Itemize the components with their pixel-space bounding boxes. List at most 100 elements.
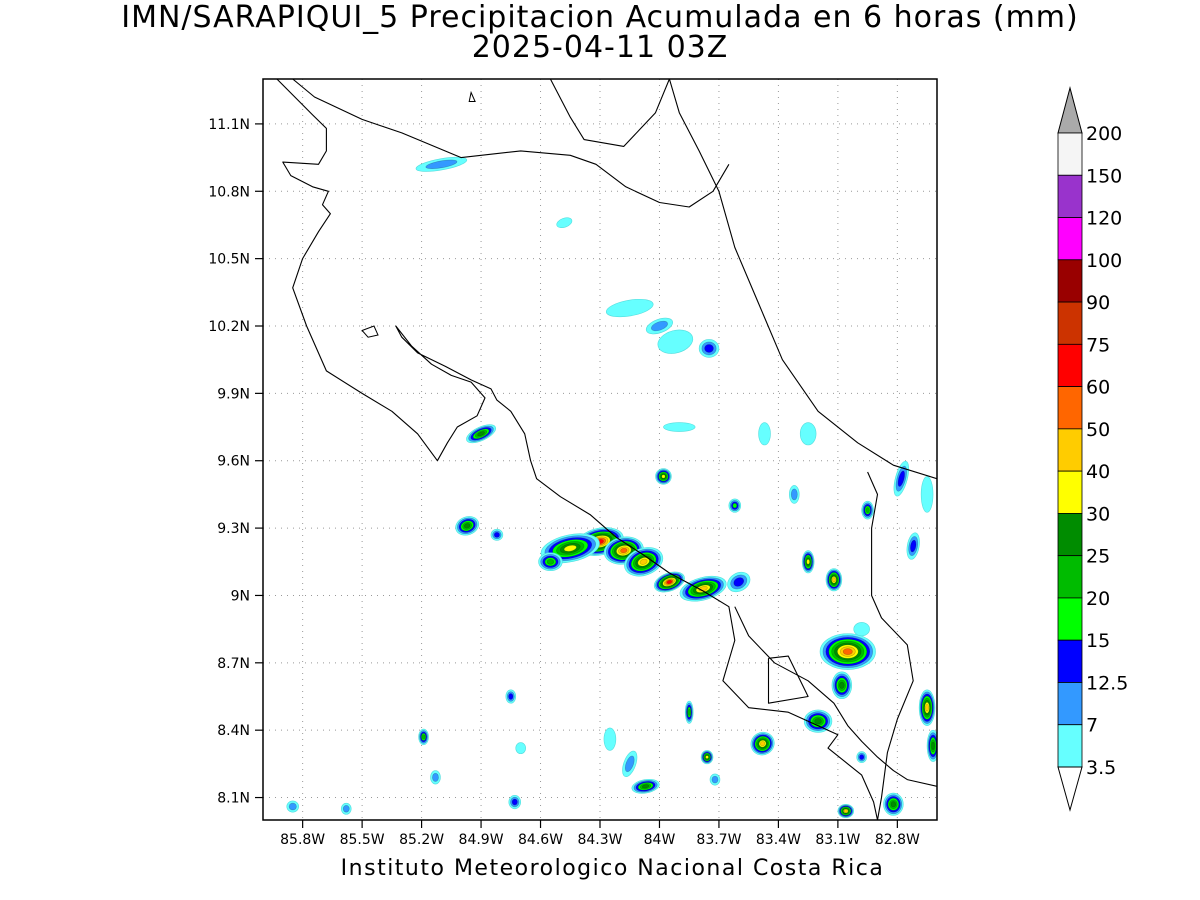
legend-swatch [1057,470,1083,514]
contour-band [556,217,573,229]
contour-band [687,708,692,716]
precipitation-cell [856,751,867,764]
contour-band [760,741,766,747]
legend-label: 12.5 [1086,672,1128,694]
precipitation-cell [853,622,870,637]
contour-band [657,329,694,354]
contour-band [704,344,714,353]
precipitation-cell [893,460,910,497]
legend-label: 150 [1086,165,1122,187]
contour-band [546,558,555,565]
contour-band [910,539,917,553]
precipitation-cell [663,422,696,432]
contour-band [432,772,439,782]
contour-band [890,801,897,808]
contour-band [931,741,935,751]
legend-swatch [1057,724,1083,768]
legend-label: 200 [1086,123,1122,145]
y-tick-label: 8.4N [217,723,250,739]
legend-swatch [1057,132,1083,176]
legend-swatch [1057,174,1083,218]
coastline [276,79,879,820]
political-border [767,655,809,704]
legend-swatch [1057,428,1083,472]
precipitation-cell [920,476,934,513]
precipitation-cell [622,750,638,777]
political-border [867,471,914,820]
island-outline [468,90,476,102]
precipitation-cell [819,633,876,670]
precipitation-cell [789,485,800,504]
map-datetime: 2025-04-11 03Z [471,30,729,65]
contour-band [421,734,426,740]
contour-band [832,577,836,583]
x-tick-label: 83.7W [696,832,741,848]
y-tick-label: 8.1N [217,791,250,807]
contour-band [790,488,798,501]
precipitation-field [286,156,937,819]
legend-label: 20 [1086,588,1110,610]
x-axis-ticks: 85.8W 85.5W 85.2W 84.9W 84.6W 84.3W 84W 83.7W 83… [280,820,920,848]
legend-swatch [1057,217,1083,261]
precipitation-cell [655,468,672,485]
precipitation-cell [341,802,352,815]
precipitation-cell [758,422,771,446]
contour-band [925,704,929,712]
precipitation-cell [801,550,815,574]
coastline [734,606,937,787]
legend-label: 40 [1086,461,1110,483]
contour-band [624,755,635,773]
contour-band [288,802,297,811]
contour-band [733,577,745,587]
x-tick-label: 83.4W [756,832,801,848]
x-tick-label: 83.1W [815,832,860,848]
precipitation-cell [505,689,517,704]
x-tick-label: 82.8W [875,832,920,848]
precipitation-cell [906,532,920,560]
contour-band [477,431,485,437]
x-tick-label: 85.2W [399,832,444,848]
x-tick-label: 85.5W [340,832,385,848]
contour-band [758,422,771,446]
contour-band [605,298,654,318]
contour-band [639,558,648,565]
legend-label: 100 [1086,250,1122,272]
contour-band [508,693,514,700]
precipitation-cell [490,528,504,541]
legend-label: 120 [1086,208,1122,230]
legend-swatch [1057,513,1083,557]
y-tick-label: 10.5N [208,252,250,268]
x-tick-label: 84.9W [459,832,504,848]
precipitation-cell [515,742,526,755]
contour-band [493,532,500,538]
contour-band [666,580,672,584]
y-tick-label: 10.8N [208,184,250,200]
y-tick-label: 8.7N [217,656,250,672]
legend-swatch [1057,597,1083,641]
contour-band [641,784,650,789]
contour-band [651,320,668,332]
contour-band [515,742,526,755]
contour-band [865,507,870,513]
precipitation-cell [603,727,617,751]
legend-label: 50 [1086,419,1110,441]
precipitation-cell [679,575,727,602]
legend-over-arrow [1057,86,1083,134]
x-tick-label: 84W [644,832,676,848]
precipitation-cell [508,794,522,810]
precipitation-cell [883,792,904,816]
precipitation-cell [556,217,573,229]
precipitation-cell [803,709,833,733]
institution-footer: Instituto Meteorologico Nacional Costa R… [340,856,885,881]
precipitation-cell [728,498,742,513]
contour-band [663,422,696,432]
y-tick-label: 9.6N [217,454,250,470]
legend-swatch [1057,555,1083,599]
contour-band [464,523,471,529]
precipitation-cell [455,516,480,536]
coastline [292,79,730,208]
map-grid [263,79,937,820]
contour-band [842,648,853,655]
x-tick-label: 84.3W [577,832,622,848]
legend-label: 75 [1086,334,1110,356]
